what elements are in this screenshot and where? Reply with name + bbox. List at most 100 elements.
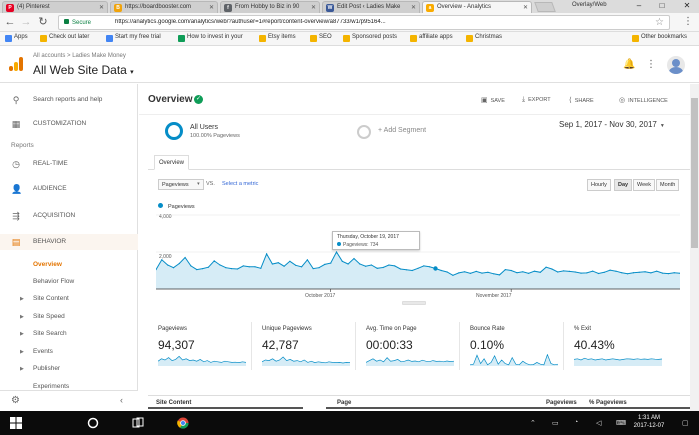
add-segment-button[interactable]: + Add Segment: [378, 127, 427, 134]
bookmark-item[interactable]: SEO: [310, 34, 332, 42]
chart-resize-handle[interactable]: [402, 301, 426, 305]
bookmark-item[interactable]: Christmas: [466, 34, 502, 42]
url-input[interactable]: Secure https://analytics.google.com/anal…: [58, 15, 670, 30]
select-metric-link[interactable]: Select a metric: [222, 181, 259, 187]
metric-select[interactable]: Pageviews: [158, 179, 204, 190]
browser-tab[interactable]: W Edit Post ‹ Ladies Make ✕: [322, 1, 420, 13]
gear-icon[interactable]: ⚙: [11, 395, 20, 406]
sidebar-subitem-publisher[interactable]: ▶ Publisher: [20, 365, 61, 372]
minimize-icon[interactable]: –: [636, 1, 642, 10]
tray-chevron-icon[interactable]: ⌃: [530, 420, 536, 427]
metric-pageviews[interactable]: Pageviews 94,307: [148, 322, 252, 370]
avatar[interactable]: [667, 56, 685, 74]
share-button[interactable]: ⟨ Share: [569, 97, 594, 104]
action-center-icon[interactable]: ▢: [682, 420, 689, 427]
bookmark-item[interactable]: affiliate apps: [410, 34, 453, 42]
segment-indicator[interactable]: [165, 122, 183, 140]
browser-tab[interactable]: B https://boardbooster.com ✕: [110, 1, 218, 13]
close-window-icon[interactable]: ✕: [683, 1, 691, 10]
browser-tab[interactable]: P (4) Pinterest ✕: [2, 1, 108, 13]
granularity-day[interactable]: Day: [614, 179, 633, 191]
bookmark-apps[interactable]: Apps: [5, 34, 28, 42]
secure-indicator[interactable]: Secure: [64, 19, 91, 26]
granularity-hourly[interactable]: Hourly: [587, 179, 611, 191]
person-icon: 👤: [11, 184, 23, 194]
property-selector[interactable]: All Web Site Data ▾: [33, 63, 134, 77]
bookmark-item[interactable]: Check out later: [40, 34, 89, 42]
granularity-week[interactable]: Week: [633, 179, 655, 191]
other-bookmarks[interactable]: Other bookmarks: [632, 34, 687, 42]
page-scrollbar[interactable]: [690, 84, 699, 411]
close-tab-icon[interactable]: ✕: [522, 5, 528, 11]
metric-bounce-rate[interactable]: Bounce Rate 0.10%: [460, 322, 564, 370]
close-tab-icon[interactable]: ✕: [208, 5, 214, 11]
data-point: [452, 274, 454, 276]
bookmark-item[interactable]: Start my free trial: [106, 34, 161, 42]
bookmark-item[interactable]: Etsy items: [259, 34, 296, 42]
metric-avg-time-on-page[interactable]: Avg. Time on Page 00:00:33: [356, 322, 460, 370]
tab-overview[interactable]: Overview: [154, 155, 190, 170]
more-options-icon[interactable]: ⋮: [646, 59, 656, 70]
metric-name: Bounce Rate: [470, 326, 505, 332]
close-tab-icon[interactable]: ✕: [310, 5, 316, 11]
date-range-picker[interactable]: Sep 1, 2017 - Nov 30, 2017 ▼: [559, 120, 665, 129]
metric-name: Unique Pageviews: [262, 326, 312, 332]
collapse-sidebar-icon[interactable]: ‹: [120, 395, 123, 405]
data-point: [533, 270, 535, 272]
breadcrumb[interactable]: All accounts > Ladies Make Money: [33, 53, 126, 59]
browser-menu-icon[interactable]: ⋮: [683, 16, 693, 27]
segment-name[interactable]: All Users: [190, 124, 219, 131]
export-button[interactable]: ⤓ Export: [522, 96, 551, 103]
add-segment-circle[interactable]: [357, 125, 371, 139]
forward-icon[interactable]: →: [20, 16, 32, 28]
new-tab-button[interactable]: [534, 2, 556, 12]
data-point: [464, 271, 466, 273]
reload-icon[interactable]: ↻: [38, 16, 48, 28]
browser-tab[interactable]: f From Hobby to Biz in 90 ✕: [220, 1, 320, 13]
sparkline: [574, 357, 662, 366]
metric-unique-pageviews[interactable]: Unique Pageviews 42,787: [252, 322, 356, 370]
network-icon[interactable]: ◔: [574, 419, 579, 426]
sidebar-item-audience[interactable]: 👤 Audience: [11, 184, 67, 194]
chrome-icon[interactable]: [177, 417, 189, 429]
taskbar-clock[interactable]: 1:31 AM 2017-12-07: [633, 414, 665, 430]
sidebar-subitem-behavior-flow[interactable]: Behavior Flow: [33, 278, 75, 285]
keyboard-icon[interactable]: ⌨: [616, 420, 627, 427]
sidebar-item-customization[interactable]: ▦ Customization: [11, 119, 87, 129]
scrollbar-thumb[interactable]: [691, 98, 698, 248]
bookmark-item[interactable]: How to invest in your: [178, 34, 243, 42]
task-view-icon[interactable]: [132, 417, 144, 429]
bookmark-star-icon[interactable]: ☆: [655, 17, 664, 28]
granularity-month[interactable]: Month: [656, 179, 680, 191]
sidebar-search[interactable]: ⚲ Search reports and help: [12, 95, 103, 105]
pageviews-chart[interactable]: [156, 213, 680, 301]
save-button[interactable]: ▣ Save: [481, 97, 505, 104]
metric-name: Avg. Time on Page: [366, 326, 417, 332]
sparkline: [470, 354, 558, 366]
sidebar-subitem-site-search[interactable]: ▶ Site Search: [20, 330, 67, 337]
sidebar-subitem-site-speed[interactable]: ▶ Site Speed: [20, 313, 65, 320]
volume-icon[interactable]: ◁: [596, 420, 602, 427]
windows-start-icon[interactable]: [10, 417, 22, 429]
sidebar-subitem-experiments[interactable]: Experiments: [33, 383, 70, 390]
notifications-bell-icon[interactable]: 🔔: [623, 59, 636, 70]
browser-tab-active[interactable]: a Overview - Analytics ✕: [422, 1, 532, 13]
analytics-logo-icon[interactable]: [9, 57, 23, 71]
sidebar-item-acquisition[interactable]: ⇶ Acquisition: [12, 211, 76, 221]
close-tab-icon[interactable]: ✕: [98, 5, 104, 11]
profile-label[interactable]: Overlay/Web: [572, 2, 607, 8]
sidebar-item-realtime[interactable]: ◷ Real-Time: [12, 159, 68, 169]
sidebar-subitem-site-content[interactable]: ▶ Site Content: [20, 295, 69, 302]
data-point: [306, 259, 308, 261]
maximize-icon[interactable]: □: [659, 1, 665, 10]
sidebar-subitem-events[interactable]: ▶ Events: [20, 348, 53, 355]
insights-button[interactable]: ◎ Intelligence: [619, 97, 668, 104]
bookmark-item[interactable]: Sponsored posts: [343, 34, 397, 42]
sidebar-subitem-overview[interactable]: Overview: [33, 261, 62, 268]
back-icon[interactable]: ←: [4, 16, 16, 28]
close-tab-icon[interactable]: ✕: [410, 5, 416, 11]
battery-icon[interactable]: ▭: [552, 420, 559, 427]
sidebar-item-behavior[interactable]: ▤ Behavior: [0, 234, 138, 250]
cortana-icon[interactable]: [87, 417, 99, 429]
metric-exit[interactable]: % Exit 40.43%: [564, 322, 668, 370]
